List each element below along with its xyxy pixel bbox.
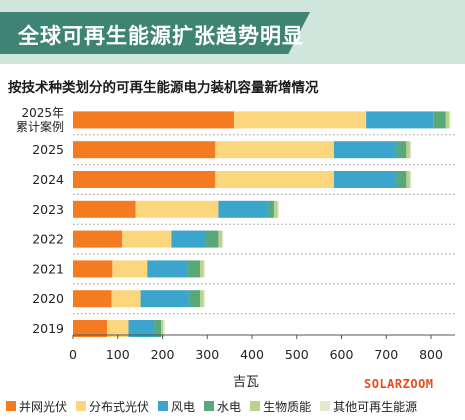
- x-tick-label: 400: [240, 347, 264, 362]
- bar-segment: [205, 230, 219, 248]
- y-tick-label: 2025年: [21, 106, 64, 120]
- y-tick-label: 2020: [32, 291, 64, 306]
- bar-segment: [111, 290, 141, 308]
- legend-swatch: [76, 401, 87, 411]
- y-tick-label: 累计案例: [16, 119, 64, 134]
- bar-segment: [107, 320, 129, 337]
- bar-segment: [449, 111, 451, 129]
- x-tick-label: 800: [419, 347, 443, 362]
- legend-label: 其他可再生能源: [333, 399, 418, 414]
- bar-segment: [277, 200, 279, 218]
- bar-segment: [203, 260, 206, 278]
- x-tick-label: 600: [330, 347, 354, 362]
- legend-swatch: [6, 401, 16, 411]
- legend-item: 生物质能: [250, 398, 311, 415]
- bar-segment: [200, 290, 204, 308]
- x-tick-label: 100: [106, 347, 130, 362]
- bar-segment: [218, 230, 223, 248]
- legend-label: 分布式光伏: [89, 399, 150, 414]
- bar-segment: [445, 111, 450, 129]
- x-tick-label: 700: [374, 347, 398, 362]
- y-tick-label: 2022: [32, 232, 64, 247]
- legend-swatch: [320, 401, 331, 411]
- y-tick-label: 2025: [32, 142, 64, 157]
- bar-segment: [188, 290, 201, 308]
- bar-segment: [409, 171, 412, 188]
- bar-segment: [433, 111, 446, 129]
- legend-swatch: [204, 401, 215, 411]
- bar-segment: [122, 230, 172, 248]
- bar-segment: [406, 171, 410, 188]
- legend-item: 水电: [204, 398, 241, 415]
- bar-segment: [215, 141, 334, 159]
- bar-segment: [140, 290, 189, 308]
- bar-segment: [218, 200, 269, 218]
- x-tick-label: 200: [151, 347, 175, 362]
- bar-segment: [163, 320, 165, 337]
- legend-label: 并网光伏: [19, 399, 68, 414]
- bar-segment: [234, 111, 367, 129]
- legend-label: 水电: [217, 399, 242, 414]
- legend-label: 生物质能: [263, 399, 312, 414]
- bar-segment: [333, 141, 397, 159]
- chart-legend: 并网光伏 分布式光伏 风电 水电 生物质能 其他可再生能源: [6, 398, 426, 414]
- y-tick-label: 2021: [32, 261, 64, 276]
- legend-swatch: [250, 401, 261, 411]
- bar-segment: [73, 290, 112, 308]
- bar-segment: [73, 111, 235, 129]
- x-tick-label: 300: [195, 347, 219, 362]
- title-banner-band: [0, 12, 310, 54]
- bar-segment: [171, 230, 206, 248]
- bar-segment: [406, 141, 410, 159]
- bar-segment: [409, 141, 412, 159]
- bar-segment: [366, 111, 434, 129]
- x-tick-label: 500: [285, 347, 309, 362]
- bar-segment: [161, 320, 164, 337]
- bar-segment: [128, 320, 155, 337]
- bar-segment: [73, 171, 216, 188]
- bar-segment: [396, 141, 407, 159]
- bar-segment: [268, 200, 274, 218]
- legend-item: 风电: [158, 398, 195, 415]
- x-axis-label: 吉瓦: [233, 375, 259, 390]
- bar-segment: [222, 230, 224, 248]
- y-tick-label: 2024: [32, 172, 64, 187]
- x-tick-label: 0: [69, 347, 77, 362]
- legend-item: 其他可再生能源: [320, 398, 417, 415]
- bar-segment: [135, 200, 219, 218]
- bar-segment: [73, 200, 136, 218]
- bar-segment: [73, 260, 113, 278]
- bar-segment: [187, 260, 201, 278]
- bar-segment: [73, 230, 123, 248]
- bar-segment: [396, 171, 407, 188]
- page-title: 全球可再生能源扩张趋势明显: [18, 24, 304, 48]
- bar-segment: [73, 320, 108, 337]
- bar-segment: [73, 141, 216, 159]
- y-tick-label: 2019: [32, 321, 64, 336]
- legend-swatch: [158, 401, 169, 411]
- watermark-logo: SOLARZOOM: [364, 377, 434, 391]
- legend-label: 风电: [171, 399, 196, 414]
- bar-segment: [154, 320, 162, 337]
- legend-item: 并网光伏: [6, 398, 67, 415]
- bar-segment: [215, 171, 334, 188]
- legend-item: 分布式光伏: [76, 398, 149, 415]
- bar-segment: [112, 260, 148, 278]
- bar-segment: [333, 171, 397, 188]
- y-tick-label: 2023: [32, 202, 64, 217]
- bar-segment: [147, 260, 188, 278]
- chart-subtitle: 按技术种类划分的可再生能源电力装机容量新增情况: [8, 80, 319, 96]
- bar-segment: [203, 290, 206, 308]
- bar-segment: [200, 260, 204, 278]
- bar-segment: [273, 200, 278, 218]
